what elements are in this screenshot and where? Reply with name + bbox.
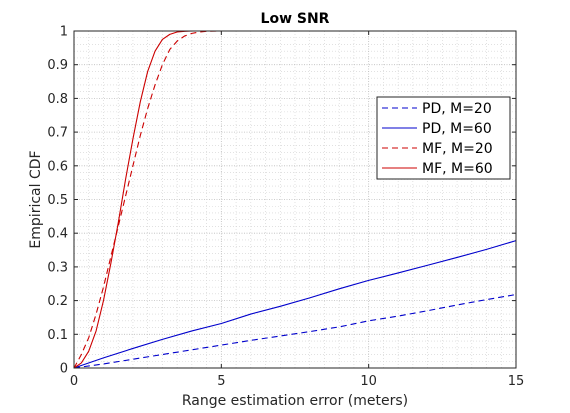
y-tick-label: 0 xyxy=(60,362,68,377)
y-axis-label: Empirical CDF xyxy=(28,150,44,248)
chart-title: Low SNR xyxy=(261,11,330,27)
y-tick-label: 0.6 xyxy=(47,159,68,174)
x-tick-label: 0 xyxy=(70,374,78,389)
y-tick-label: 0.9 xyxy=(47,58,68,73)
y-tick-label: 0.1 xyxy=(47,328,68,343)
legend-label: MF, M=20 xyxy=(422,141,493,157)
y-tick-label: 1 xyxy=(60,25,68,40)
x-axis-label: Range estimation error (meters) xyxy=(182,393,408,409)
series-line-1 xyxy=(73,240,517,369)
x-tick-label: 5 xyxy=(217,374,225,389)
y-tick-label: 0.3 xyxy=(47,260,68,275)
legend-box xyxy=(376,96,511,180)
tick-labels: 0 5 10 15 0 0.1 0.2 0.3 0.4 0.5 0.6 0.7 0.8 0.9 1 xyxy=(47,25,524,390)
axis-ticks xyxy=(73,30,517,369)
y-tick-label: 0.8 xyxy=(47,92,68,107)
y-tick-label: 0.4 xyxy=(47,227,68,242)
y-tick-label: 0.5 xyxy=(47,193,68,208)
x-tick-label: 15 xyxy=(508,374,525,389)
legend-label: PD, M=60 xyxy=(422,121,492,137)
x-tick-label: 10 xyxy=(360,374,377,389)
series-line-0 xyxy=(73,293,517,369)
y-tick-label: 0.7 xyxy=(47,126,68,141)
legend: PD, M=20 PD, M=60 MF, M=20 MF, M=60 xyxy=(376,96,511,180)
y-tick-label: 0.2 xyxy=(47,294,68,309)
legend-label: MF, M=60 xyxy=(422,161,493,177)
legend-label: PD, M=20 xyxy=(422,101,492,117)
